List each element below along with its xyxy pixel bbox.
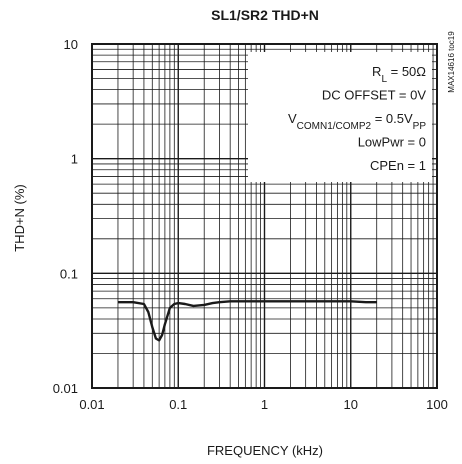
x-tick-label: 10 [344,397,358,412]
y-axis-label: THD+N (%) [12,184,27,252]
x-tick-label: 0.01 [79,397,104,412]
x-tick-labels: 0.01 0.1 1 10 100 [79,397,448,412]
x-tick-label: 0.1 [169,397,187,412]
x-tick-label: 100 [426,397,448,412]
y-tick-label: 1 [71,152,78,167]
y-tick-label: 10 [64,37,78,52]
grid [92,44,437,388]
chart-id: MAX14616 toc19 [447,31,456,93]
x-axis-label: FREQUENCY (kHz) [207,443,323,458]
annotation-line: VCOMN1/COMP2 = 0.5VPP [288,111,426,132]
annotation-line: CPEn = 1 [370,158,426,173]
annotations: RL = 50Ω DC OFFSET = 0V VCOMN1/COMP2 = 0.5… [288,64,426,173]
y-tick-labels: 10 1 0.1 0.01 [53,37,78,396]
annotation-line: RL = 50Ω [372,64,426,85]
series-line [118,300,377,342]
y-tick-label: 0.01 [53,381,78,396]
y-tick-label: 0.1 [60,266,78,281]
annotation-line: LowPwr = 0 [358,135,426,150]
plot-frame [91,43,438,389]
annotation-box [248,52,432,182]
annotation-line: DC OFFSET = 0V [322,88,426,103]
chart-title: SL1/SR2 THD+N [211,7,319,23]
x-tick-label: 1 [261,397,268,412]
